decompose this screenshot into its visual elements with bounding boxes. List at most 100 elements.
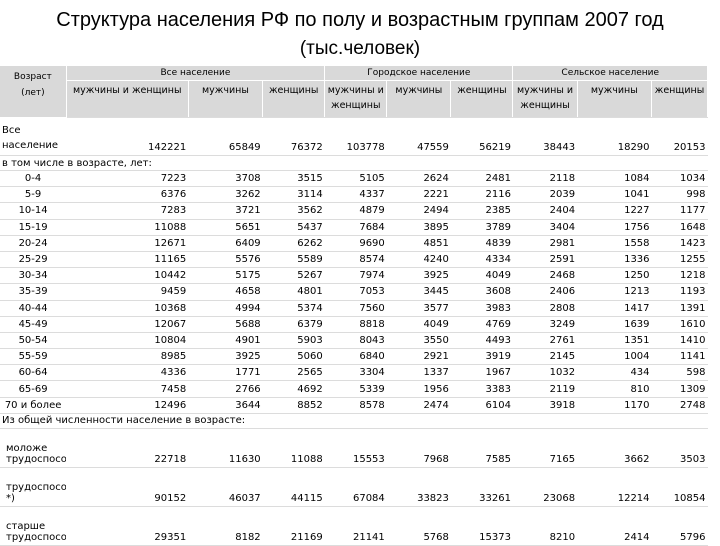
table-row: 45-49 12067 5688 6379 8818 4049 4769 3249 1639 16… (0, 316, 708, 333)
table-cell: 3983 (450, 300, 513, 317)
table-cell: 4901 (188, 332, 263, 350)
section-note: Из общей численности население в возраст… (0, 413, 708, 429)
table-cell: 998 (651, 186, 708, 204)
table-cell: 47559 (386, 117, 451, 156)
table-cell: 3918 (512, 397, 578, 414)
table-cell: 1034 (651, 170, 708, 188)
table-cell: 1041 (577, 186, 652, 204)
table-cell: 2039 (512, 186, 578, 204)
row-label: 0-4 (0, 170, 67, 188)
table-cell: 8574 (324, 251, 387, 269)
table-cell: 2808 (512, 300, 578, 317)
table-cell: 2119 (512, 380, 578, 398)
table-cell: 1141 (651, 348, 708, 366)
table-cell: 7053 (324, 283, 387, 301)
table-cell: 4049 (386, 316, 451, 333)
table-cell: 1032 (512, 364, 578, 382)
table-cell: 3304 (324, 364, 387, 382)
subcol-header: женщины (450, 80, 514, 118)
table-cell: 4336 (66, 364, 189, 382)
page-title: Структура населения РФ по полу и возраст… (56, 9, 664, 31)
table-cell: 1956 (386, 380, 451, 398)
table-cell: 5796 (651, 506, 708, 546)
table-cell: 4493 (450, 332, 513, 350)
table-cell: 434 (577, 364, 652, 382)
table-cell: 18290 (577, 117, 652, 156)
table-cell: 1255 (651, 251, 708, 269)
table-cell: 15553 (324, 428, 387, 468)
table-cell: 4240 (386, 251, 451, 269)
table-cell: 4658 (188, 283, 263, 301)
table-cell: 1639 (577, 316, 652, 333)
table-cell: 33823 (386, 467, 451, 507)
table-cell: 9690 (324, 235, 387, 252)
table-cell: 7283 (66, 202, 189, 220)
table-cell: 2406 (512, 283, 578, 301)
table-cell: 2481 (450, 170, 513, 188)
work-note: Из общей численности население в возраст… (0, 413, 708, 429)
table-cell: 2116 (450, 186, 513, 204)
table-cell: 46037 (188, 467, 263, 507)
table-cell: 3925 (188, 348, 263, 366)
table-cell: 1648 (651, 219, 708, 236)
table-cell: 103778 (324, 117, 387, 156)
table-cell: 7974 (324, 267, 387, 285)
row-label: 65-69 (0, 380, 67, 398)
table-cell: 2404 (512, 202, 578, 220)
table-cell: 90152 (66, 467, 189, 507)
table-cell: 4851 (386, 235, 451, 252)
table-cell: 5105 (324, 170, 387, 188)
table-cell: 8210 (512, 506, 578, 546)
table-cell: 1309 (651, 380, 708, 398)
table-cell: 2565 (262, 364, 325, 382)
table-cell: 1771 (188, 364, 263, 382)
table-cell: 23068 (512, 467, 578, 507)
row-label: трудоспособном *) (0, 467, 67, 507)
table-cell: 10854 (651, 467, 708, 507)
table-cell: 5175 (188, 267, 263, 285)
table-cell: 21169 (262, 506, 325, 546)
table-cell: 1213 (577, 283, 652, 301)
table-cell: 3383 (450, 380, 513, 398)
table-cell: 1423 (651, 235, 708, 252)
table-cell: 7165 (512, 428, 578, 468)
population-table: Возраст (лет) Все население Городское на… (0, 66, 708, 546)
table-cell: 1391 (651, 300, 708, 317)
table-cell: 4334 (450, 251, 513, 269)
table-cell: 7223 (66, 170, 189, 188)
subcol-header: мужчины (386, 80, 452, 118)
table-cell: 5576 (188, 251, 263, 269)
table-cell: 1336 (577, 251, 652, 269)
table-cell: 2474 (386, 397, 451, 414)
table-cell: 3249 (512, 316, 578, 333)
table-cell: 3608 (450, 283, 513, 301)
table-cell: 2981 (512, 235, 578, 252)
table-cell: 3503 (651, 428, 708, 468)
table-cell: 33261 (450, 467, 513, 507)
table-cell: 11630 (188, 428, 263, 468)
table-row: 40-44 10368 4994 5374 7560 3577 3983 2808 1417 13… (0, 300, 708, 317)
group-header-all: Все население (66, 66, 326, 81)
row-label: 40-44 (0, 300, 67, 317)
table-row: 20-24 12671 6409 6262 9690 4851 4839 2981 1558 14… (0, 235, 708, 252)
table-cell: 11088 (262, 428, 325, 468)
subcol-header: мужчины (577, 80, 653, 118)
table-row: 5-9 6376 3262 3114 4337 2221 2116 2039 1041 998 (0, 186, 708, 204)
table-cell: 598 (651, 364, 708, 382)
row-label: 45-49 (0, 316, 67, 333)
table-cell: 10442 (66, 267, 189, 285)
table-cell: 7585 (450, 428, 513, 468)
table-cell: 1004 (577, 348, 652, 366)
subcol-header: мужчины и женщины (512, 80, 578, 118)
table-cell: 3644 (188, 397, 263, 414)
table-cell: 2385 (450, 202, 513, 220)
table-cell: 810 (577, 380, 652, 398)
table-cell: 3550 (386, 332, 451, 350)
subcol-header: мужчины и женщины (66, 80, 189, 118)
table-cell: 8818 (324, 316, 387, 333)
row-label: 20-24 (0, 235, 67, 252)
table-cell: 12067 (66, 316, 189, 333)
table-cell: 2145 (512, 348, 578, 366)
row-label: 30-34 (0, 267, 67, 285)
subcol-header: мужчины (188, 80, 264, 118)
